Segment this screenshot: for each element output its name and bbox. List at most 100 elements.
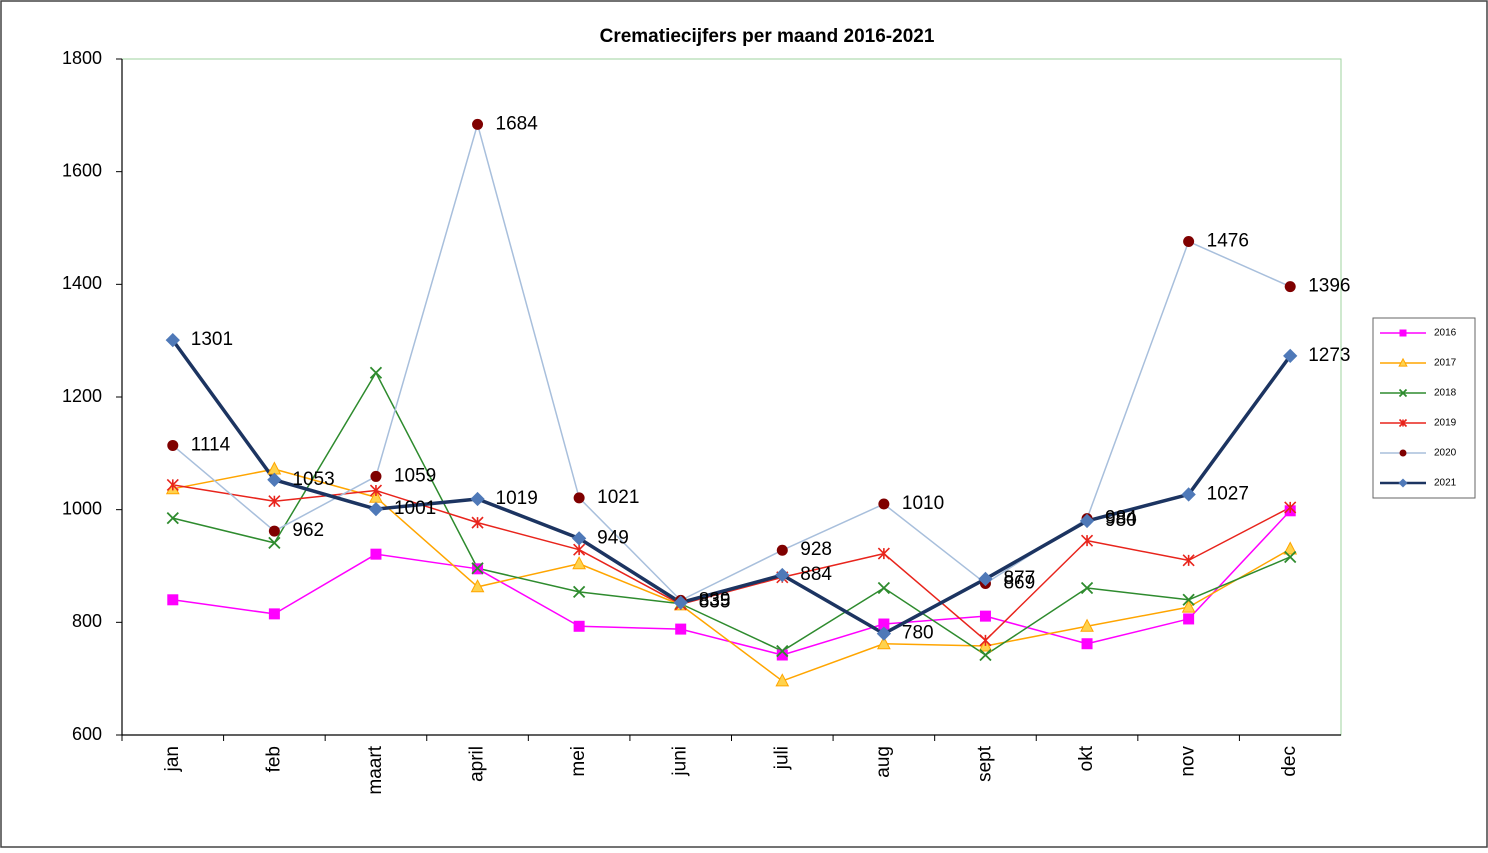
y-tick-label: 600 bbox=[72, 724, 102, 744]
data-label: 1301 bbox=[191, 329, 233, 350]
data-label: 839 bbox=[699, 589, 731, 610]
data-label: 780 bbox=[902, 623, 934, 644]
data-label: 962 bbox=[292, 520, 324, 541]
data-point bbox=[776, 649, 788, 661]
data-point bbox=[775, 673, 790, 687]
data-point bbox=[775, 567, 790, 583]
x-tick-label: feb bbox=[263, 746, 284, 772]
data-label: 980 bbox=[1105, 510, 1137, 531]
data-point bbox=[776, 544, 788, 556]
y-tick-label: 800 bbox=[72, 611, 102, 631]
data-point bbox=[675, 623, 687, 635]
y-tick-label: 1800 bbox=[62, 48, 102, 68]
y-tick-label: 1000 bbox=[62, 498, 102, 518]
data-point bbox=[165, 332, 180, 348]
data-label: 949 bbox=[597, 527, 629, 548]
data-point bbox=[369, 484, 383, 497]
x-tick-label: maart bbox=[365, 745, 386, 794]
data-label: 984 bbox=[1105, 508, 1137, 529]
data-label: 928 bbox=[800, 539, 832, 560]
data-point bbox=[1183, 236, 1195, 248]
data-label: 884 bbox=[800, 564, 832, 585]
data-point bbox=[877, 547, 890, 560]
data-label: 1684 bbox=[496, 113, 539, 134]
data-point bbox=[979, 634, 992, 647]
data-point bbox=[268, 608, 280, 620]
data-point bbox=[1284, 281, 1296, 293]
data-label: 1114 bbox=[191, 434, 231, 455]
data-label: 1021 bbox=[597, 487, 639, 508]
data-point bbox=[1283, 348, 1298, 364]
series-line bbox=[172, 123, 1291, 602]
legend-marker bbox=[1398, 478, 1408, 488]
x-tick-label: dec bbox=[1279, 746, 1300, 777]
data-point bbox=[368, 501, 384, 517]
data-point bbox=[876, 626, 892, 641]
data-label: 1273 bbox=[1308, 345, 1350, 366]
data-label: 1396 bbox=[1308, 276, 1350, 297]
x-tick-label: april bbox=[467, 746, 488, 782]
data-label: 835 bbox=[699, 592, 731, 613]
data-label: 877 bbox=[1003, 568, 1035, 589]
y-tick-label: 1600 bbox=[62, 160, 102, 180]
data-point bbox=[1182, 554, 1195, 567]
legend-label: 2019 bbox=[1434, 418, 1457, 429]
x-tick-label: aug bbox=[873, 746, 894, 778]
data-point bbox=[878, 618, 890, 630]
data-point bbox=[1181, 487, 1196, 502]
data-point bbox=[166, 511, 179, 525]
data-point bbox=[1182, 593, 1195, 606]
data-point bbox=[673, 595, 688, 610]
data-point bbox=[571, 531, 587, 546]
data-point bbox=[573, 543, 586, 556]
data-label: 1010 bbox=[902, 493, 944, 514]
legend-marker bbox=[1399, 329, 1407, 337]
data-point bbox=[572, 556, 587, 570]
data-label: 1053 bbox=[292, 469, 334, 490]
data-point bbox=[1283, 541, 1298, 555]
data-label: 1019 bbox=[496, 488, 538, 509]
data-label: 1027 bbox=[1207, 483, 1249, 504]
x-tick-label: jan bbox=[162, 746, 183, 772]
data-label: 1001 bbox=[394, 498, 436, 519]
data-point bbox=[978, 571, 993, 587]
data-point bbox=[167, 594, 179, 606]
data-point bbox=[267, 472, 282, 487]
x-tick-label: sept bbox=[974, 745, 995, 782]
data-point bbox=[370, 470, 382, 482]
legend-marker bbox=[1398, 357, 1408, 367]
data-point bbox=[369, 366, 383, 379]
data-point bbox=[572, 585, 586, 599]
data-point bbox=[979, 648, 992, 662]
data-label: 1476 bbox=[1207, 231, 1249, 252]
legend-marker bbox=[1399, 449, 1407, 457]
data-point bbox=[1080, 581, 1094, 595]
data-point bbox=[877, 581, 891, 595]
data-point bbox=[573, 492, 585, 504]
data-point bbox=[471, 562, 484, 575]
data-point bbox=[573, 620, 585, 632]
x-tick-label: okt bbox=[1076, 745, 1097, 771]
data-point bbox=[268, 495, 281, 508]
chart-title: Crematiecijfers per maand 2016-2021 bbox=[600, 26, 935, 47]
data-point bbox=[167, 439, 179, 451]
data-point bbox=[471, 516, 484, 529]
data-point bbox=[876, 636, 891, 650]
data-point bbox=[166, 478, 179, 491]
series-line bbox=[172, 484, 1291, 642]
data-point bbox=[1284, 550, 1297, 564]
data-point bbox=[979, 610, 991, 622]
series-line bbox=[172, 372, 1291, 656]
data-point bbox=[268, 525, 280, 537]
data-point bbox=[1284, 501, 1297, 514]
data-point bbox=[1081, 638, 1093, 650]
data-point bbox=[470, 579, 485, 593]
data-label: 1059 bbox=[394, 465, 436, 486]
data-point bbox=[1183, 613, 1195, 625]
legend-label: 2021 bbox=[1434, 478, 1457, 489]
y-tick-label: 1400 bbox=[62, 273, 102, 293]
data-point bbox=[1080, 534, 1094, 547]
